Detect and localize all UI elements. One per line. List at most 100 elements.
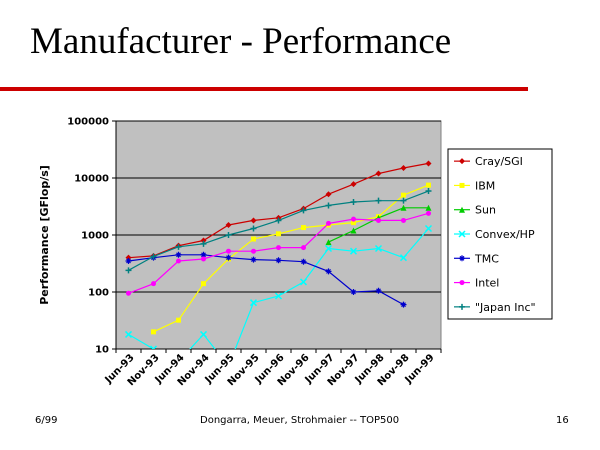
data-point-sun <box>325 239 332 246</box>
footer-page-number: 16 <box>556 415 569 426</box>
data-point-convex-hp <box>424 224 433 233</box>
data-point-intel <box>276 245 281 251</box>
data-point-convex-hp <box>324 244 333 253</box>
data-point-japan-inc <box>350 198 357 205</box>
data-point-intel <box>226 248 231 254</box>
legend: Cray/SGI IBM Sun Convex/HP TMC Intel "Japan In… <box>447 148 553 320</box>
legend-label-tmc: TMC <box>474 252 499 265</box>
data-point-intel <box>301 245 306 251</box>
data-point-convex-hp <box>199 330 208 338</box>
data-point-ibm <box>276 231 281 237</box>
data-point-intel <box>326 220 331 226</box>
data-point-cray-sgi <box>325 191 332 198</box>
data-point-japan-inc <box>275 217 282 224</box>
series-line-tmc <box>128 254 404 306</box>
data-point-convex-hp <box>249 299 258 307</box>
slide-title: Manufacturer - Performance <box>30 21 452 62</box>
legend-marker-cray-sgi <box>459 158 465 165</box>
legend-label-japan-inc: "Japan Inc" <box>475 301 536 314</box>
data-point-intel <box>376 217 381 223</box>
y-axis-label: Performance [GFlop/s] <box>38 165 51 305</box>
data-point-intel <box>251 248 256 254</box>
data-point-tmc <box>125 257 132 264</box>
data-point-cray-sgi <box>350 181 357 188</box>
y-tick-label: 100000 <box>67 117 109 128</box>
data-point-intel <box>351 216 356 222</box>
data-point-intel <box>151 281 156 287</box>
title-underline <box>0 87 528 91</box>
series-group <box>124 160 433 349</box>
data-point-tmc <box>225 254 232 261</box>
data-point-intel <box>426 210 431 216</box>
data-point-intel <box>176 258 181 264</box>
series-line-ibm <box>153 184 429 333</box>
y-tick-label: 10 <box>95 345 109 356</box>
series-intel <box>126 210 431 296</box>
legend-label-cray-sgi: Cray/SGI <box>475 155 523 168</box>
legend-label-intel: Intel <box>475 277 499 290</box>
data-point-cray-sgi <box>375 170 382 177</box>
footer-date: 6/99 <box>35 415 58 426</box>
data-point-intel <box>401 217 406 223</box>
legend-marker-japan-inc <box>459 303 465 310</box>
data-point-japan-inc <box>375 197 382 204</box>
data-point-sun <box>350 227 357 234</box>
legend-marker-intel <box>459 280 465 286</box>
data-point-ibm <box>151 329 156 335</box>
data-point-convex-hp <box>349 247 358 255</box>
data-point-intel <box>126 290 131 296</box>
data-point-tmc <box>275 257 282 264</box>
data-point-tmc <box>325 268 332 275</box>
series-japan-inc <box>125 188 432 274</box>
y-tick-label: 10000 <box>74 174 109 185</box>
data-point-ibm <box>401 192 406 198</box>
data-point-tmc <box>350 289 357 295</box>
data-point-cray-sgi <box>425 160 432 167</box>
data-point-japan-inc <box>200 240 207 247</box>
y-axis-ticks: 10 100 1000 10000 100000 <box>67 117 117 356</box>
y-tick-label: 1000 <box>81 231 109 242</box>
data-point-tmc <box>375 287 382 294</box>
data-point-cray-sgi <box>225 221 232 228</box>
data-point-cray-sgi <box>400 164 407 171</box>
legend-marker-convex-hp <box>458 230 466 238</box>
data-point-japan-inc <box>300 207 307 214</box>
legend-marker-ibm <box>459 182 465 188</box>
x-axis-ticks: Jun-93Nov-93Jun-94Nov-94Jun-95Nov-95Jun-… <box>103 348 442 388</box>
data-point-japan-inc <box>325 202 332 209</box>
legend-marker-sun <box>459 206 465 213</box>
data-point-cray-sgi <box>200 237 207 244</box>
data-point-sun <box>425 204 432 211</box>
data-point-tmc <box>200 251 207 258</box>
data-point-convex-hp <box>299 278 308 286</box>
data-point-ibm <box>426 182 431 188</box>
legend-label-ibm: IBM <box>475 179 495 192</box>
data-point-ibm <box>301 225 306 231</box>
data-point-ibm <box>201 281 206 287</box>
data-point-japan-inc <box>150 253 157 260</box>
data-point-ibm <box>251 236 256 242</box>
data-point-japan-inc <box>225 232 232 238</box>
data-point-japan-inc <box>250 225 257 232</box>
data-point-japan-inc <box>125 267 132 274</box>
y-tick-label: 100 <box>88 288 109 299</box>
series-convex-hp <box>124 224 433 349</box>
series-tmc <box>125 251 407 308</box>
footer-authors: Dongarra, Meuer, Strohmaier -- TOP500 <box>200 415 400 426</box>
data-point-cray-sgi <box>250 217 257 224</box>
data-point-convex-hp <box>374 244 383 253</box>
data-point-japan-inc <box>400 197 407 204</box>
data-point-tmc <box>175 251 182 258</box>
data-point-ibm <box>351 220 356 226</box>
data-point-tmc <box>250 256 257 263</box>
data-point-tmc <box>400 301 407 308</box>
data-point-convex-hp <box>274 292 283 300</box>
data-point-japan-inc <box>425 188 432 195</box>
data-point-convex-hp <box>149 345 158 349</box>
data-point-convex-hp <box>399 254 408 262</box>
legend-label-sun: Sun <box>475 204 496 217</box>
data-point-intel <box>201 256 206 262</box>
data-point-japan-inc <box>175 243 182 250</box>
data-point-ibm <box>176 317 181 323</box>
